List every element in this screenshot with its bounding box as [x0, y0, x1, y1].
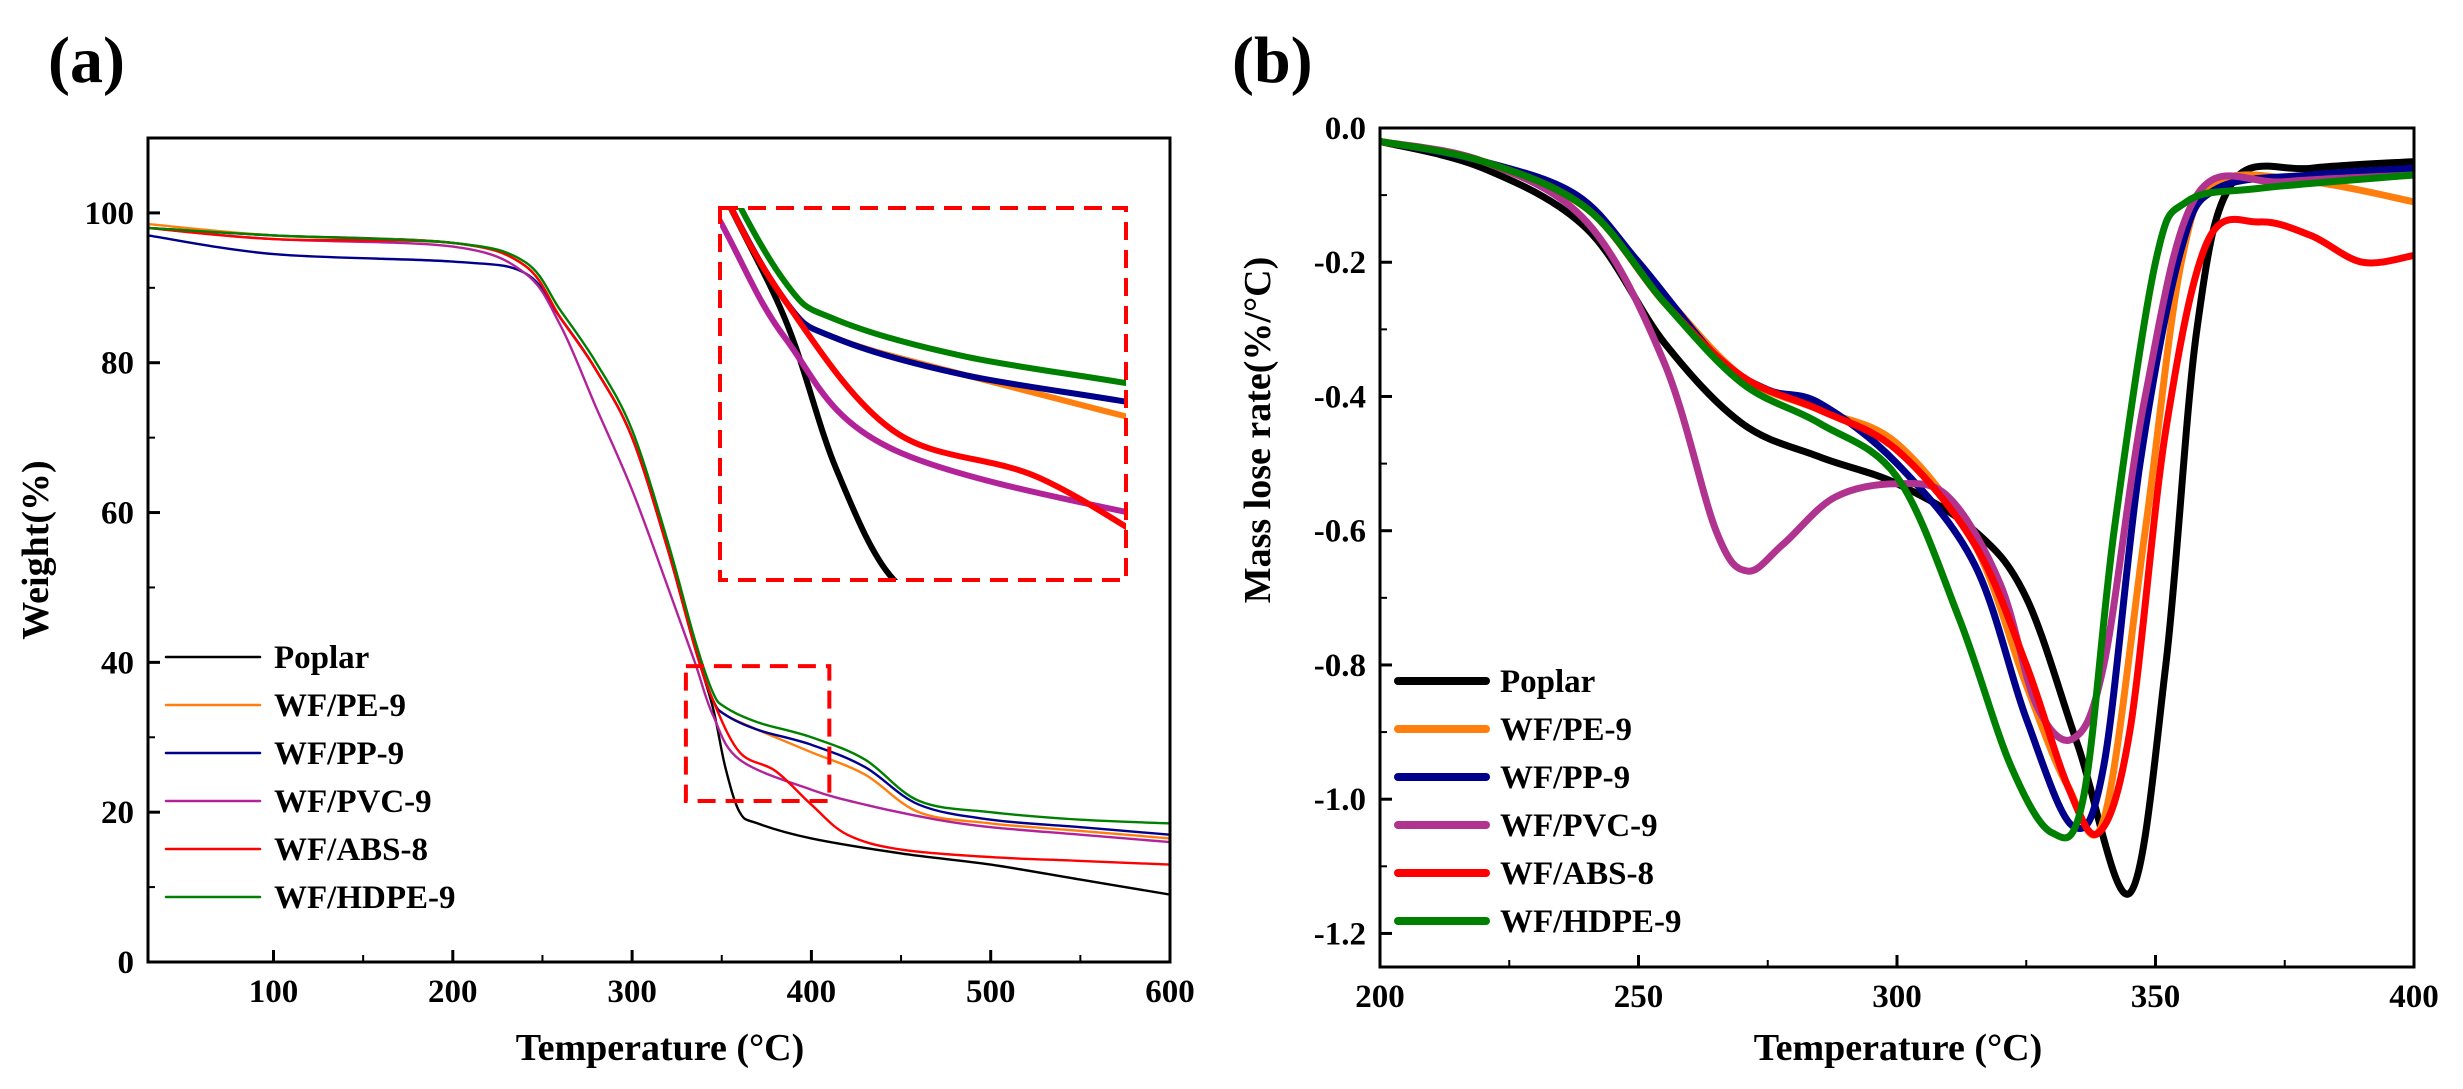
panel-b-legend-label-wf-pp-9: WF/PP-9: [1500, 760, 1630, 796]
panel-a-frame: [146, 136, 1172, 964]
panel-a-legend-label-poplar: Poplar: [274, 640, 369, 676]
panel-a-x-ticks: 100 200 300 400 500 600: [249, 950, 1195, 1010]
panel-b-series-wf-pvc-9: [1380, 137, 2414, 744]
panel-b-y-tick-label: -1.0: [1314, 782, 1366, 818]
panel-a-inset-series: [720, 208, 1126, 580]
panel-a-x-tick-label: 600: [1145, 974, 1195, 1010]
panel-b-y-ticks: 0.0 -0.2 -0.4 -0.6 -0.8 -1.0 -1.2: [1314, 111, 1392, 952]
panel-b-x-ticks: 200 250 300 350 400: [1355, 955, 2439, 1015]
panel-a-series-wf-hdpe-9: [148, 226, 1170, 825]
panel-b-y-tick-label: -0.4: [1314, 379, 1366, 415]
panel-b: (b) 200 250 300 350 400 0.0 -0.2 -0.4 -0.6 -0.8 -…: [1232, 24, 2439, 1069]
panel-a-y-tick-label: 80: [101, 346, 134, 382]
panel-a-legend: Poplar WF/PE-9 WF/PP-9 WF/PVC-9 WF/ABS-8 WF/H…: [164, 640, 455, 916]
panel-a-zoom-rect: [683, 664, 832, 803]
panel-b-x-tick-label: 300: [1872, 979, 1922, 1015]
panel-a-x-tick-label: 400: [787, 974, 837, 1010]
panel-a-x-tick-label: 500: [966, 974, 1016, 1010]
panel-b-x-tick-label: 250: [1614, 979, 1664, 1015]
panel-b-series-wf-hdpe-9: [1380, 137, 2414, 842]
panel-a-zoom-box: [683, 664, 832, 803]
panel-b-legend: Poplar WF/PE-9 WF/PP-9 WF/PVC-9 WF/ABS-8 WF/H…: [1394, 664, 1681, 940]
panel-a-x-tick-label: 200: [428, 974, 478, 1010]
panel-a-y-ticks: 0 20 40 60 80 100: [85, 196, 160, 981]
panel-b-x-axis-label: Temperature (°C): [1754, 1027, 2043, 1069]
panel-a-y-tick-label: 40: [101, 645, 134, 681]
panel-b-x-tick-label: 350: [2131, 979, 2181, 1015]
panel-a-legend-label-wf-pvc-9: WF/PVC-9: [274, 784, 432, 820]
panel-b-y-tick-label: -0.6: [1314, 514, 1366, 550]
panel-a-x-axis-label: Temperature (°C): [516, 1027, 805, 1069]
panel-a-inset-frame: [718, 206, 1128, 582]
panel-a-label: (a): [48, 24, 125, 97]
panel-a-legend-label-wf-abs-8: WF/ABS-8: [274, 832, 428, 868]
panel-a-series-wf-pvc-9: [148, 226, 1170, 844]
panel-a-y-tick-label: 100: [85, 196, 135, 232]
panel-b-x-tick-label: 200: [1355, 979, 1405, 1015]
panel-a-y-axis-label: Weight(%): [15, 460, 57, 639]
panel-a-legend-label-wf-pp-9: WF/PP-9: [274, 736, 404, 772]
panel-b-y-tick-label: 0.0: [1325, 111, 1366, 147]
panel-a-y-tick-label: 20: [101, 795, 134, 831]
panel-b-legend-label-wf-abs-8: WF/ABS-8: [1500, 856, 1654, 892]
panel-b-legend-label-wf-pvc-9: WF/PVC-9: [1500, 808, 1658, 844]
panel-b-legend-label-wf-pe-9: WF/PE-9: [1500, 712, 1632, 748]
panel-b-y-tick-label: -0.2: [1314, 245, 1366, 281]
panel-a-inset-series-wf-abs-8: [727, 208, 1126, 531]
panel-a-inset-series-poplar: [727, 208, 899, 580]
panel-a-series: [148, 222, 1170, 896]
panel-b-legend-label-wf-hdpe-9: WF/HDPE-9: [1500, 904, 1681, 940]
panel-a-inset-series-wf-pvc-9: [720, 214, 1126, 515]
panel-a-y-tick-label: 60: [101, 496, 134, 532]
panel-b-label: (b): [1232, 24, 1313, 97]
panel-b-series: [1380, 137, 2414, 898]
panel-a-x-tick-label: 100: [249, 974, 299, 1010]
panel-a-x-tick-label: 300: [607, 974, 657, 1010]
panel-b-y-axis-label: Mass lose rate(%/°C): [1237, 257, 1279, 604]
panel-b-legend-label-poplar: Poplar: [1500, 664, 1595, 700]
panel-a-legend-label-wf-hdpe-9: WF/HDPE-9: [274, 880, 455, 916]
panel-b-x-tick-label: 400: [2389, 979, 2439, 1015]
panel-a-inset: [718, 206, 1128, 582]
panel-b-y-tick-label: -1.2: [1314, 916, 1366, 952]
panel-b-y-tick-label: -0.8: [1314, 648, 1366, 684]
panel-a-legend-label-wf-pe-9: WF/PE-9: [274, 688, 406, 724]
panel-a-y-tick-label: 0: [118, 945, 135, 981]
